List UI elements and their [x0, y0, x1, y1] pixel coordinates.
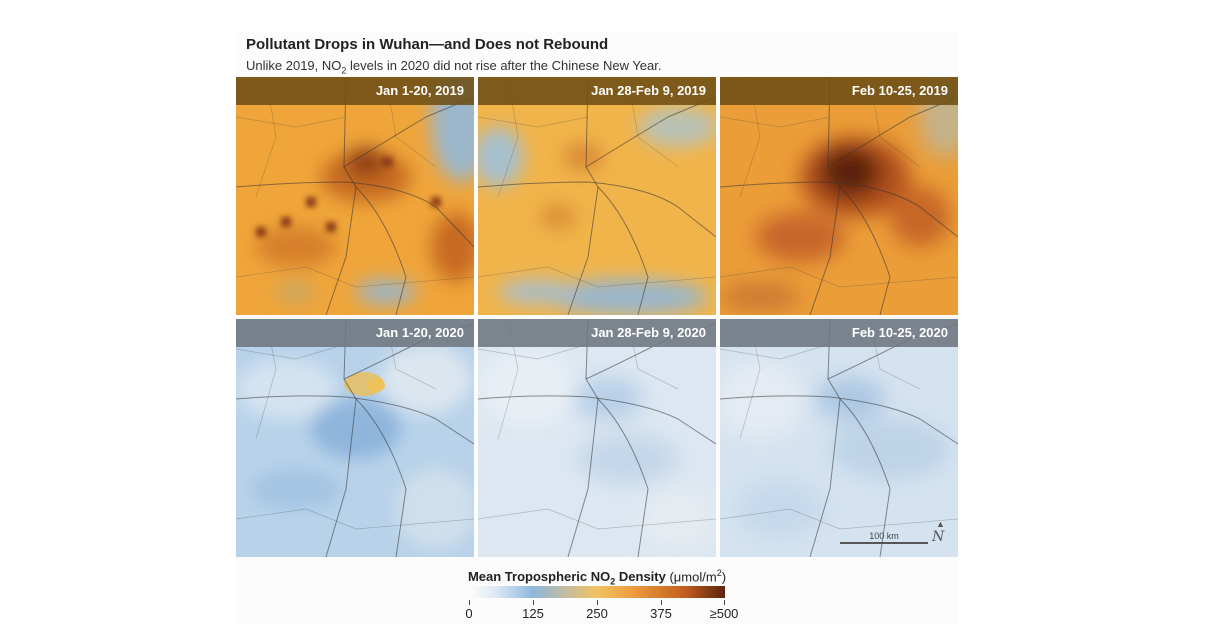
legend-tick-label: ≥500 [709, 606, 739, 621]
no2-map-jan-2019 [236, 77, 474, 315]
no2-map-jan-feb-2020 [478, 319, 716, 557]
subtitle-subscript: 2 [341, 65, 347, 76]
page-title: Pollutant Drops in Wuhan—and Does not Re… [246, 36, 609, 53]
legend-tick-label: 125 [522, 606, 544, 621]
legend-tick-label: 0 [465, 606, 473, 621]
no2-map-jan-feb-2019 [478, 77, 716, 315]
legend-tick-label: 250 [586, 606, 608, 621]
legend-title-bold: Mean Tropospheric NO [467, 569, 611, 585]
legend-title-subscript: 2 [610, 576, 616, 587]
north-arrow-letter: N [932, 529, 945, 545]
legend-title-bold-end: Density [615, 569, 666, 585]
map-panel-jan-2019: Jan 1-20, 2019 [236, 77, 474, 315]
map-panel-jan-feb-2020: Jan 28-Feb 9, 2020 [478, 319, 716, 557]
panel-label: Jan 1-20, 2020 [236, 319, 474, 347]
map-panel-jan-2020: Jan 1-20, 2020 [236, 319, 474, 557]
panel-label: Jan 28-Feb 9, 2020 [478, 319, 716, 347]
legend-units-superscript: 2 [716, 568, 722, 578]
scale-bar: 100 km [840, 531, 928, 547]
legend-tick [661, 600, 662, 605]
legend-units: (μmol/m [665, 569, 717, 585]
no2-map-jan-2020 [236, 319, 474, 557]
legend-tick-label: 375 [650, 606, 672, 621]
no2-figure: Pollutant Drops in Wuhan—and Does not Re… [236, 32, 958, 624]
legend-units-end: ) [721, 569, 727, 585]
subtitle: Unlike 2019, NO2 levels in 2020 did not … [246, 58, 662, 76]
legend-tick [533, 600, 534, 605]
subtitle-text-end: levels in 2020 did not rise after the Ch… [346, 58, 662, 73]
map-panel-feb-2020: Feb 10-25, 2020 100 km ▲ N [720, 319, 958, 557]
panel-label: Jan 28-Feb 9, 2019 [478, 77, 716, 105]
panel-label: Jan 1-20, 2019 [236, 77, 474, 105]
no2-map-feb-2019 [720, 77, 958, 315]
legend-title: Mean Tropospheric NO2 Density (μmol/m2) [236, 568, 958, 587]
subtitle-text: Unlike 2019, NO [246, 58, 342, 73]
map-panel-jan-feb-2019: Jan 28-Feb 9, 2019 [478, 77, 716, 315]
legend-tick [724, 600, 725, 605]
map-panel-feb-2019: Feb 10-25, 2019 [720, 77, 958, 315]
color-legend: Mean Tropospheric NO2 Density (μmol/m2) … [236, 564, 958, 624]
legend-tick [597, 600, 598, 605]
no2-map-feb-2020 [720, 319, 958, 557]
map-grid: Jan 1-20, 2019 [236, 77, 958, 559]
legend-color-ramp [469, 586, 725, 598]
scale-bar-line [840, 542, 928, 544]
north-arrow-triangle-icon: ▲ [936, 519, 945, 529]
legend-tick [469, 600, 470, 605]
panel-label: Feb 10-25, 2019 [720, 77, 958, 105]
scale-bar-label: 100 km [869, 531, 899, 541]
panel-label: Feb 10-25, 2020 [720, 319, 958, 347]
north-arrow-icon: ▲ N [932, 519, 948, 549]
